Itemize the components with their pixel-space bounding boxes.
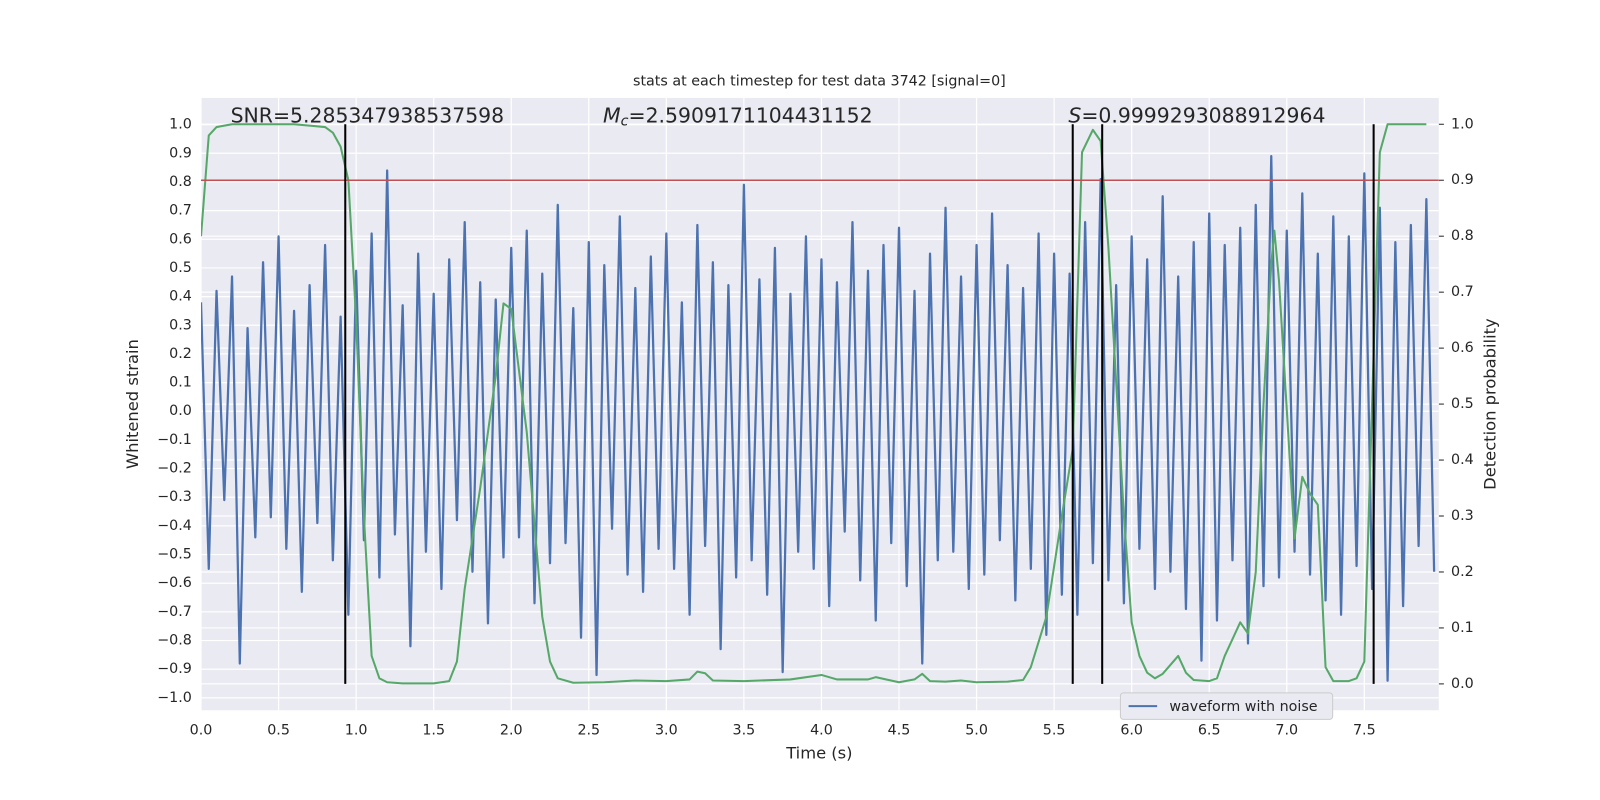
y-tick-label: −0.4	[157, 518, 192, 534]
y2-tick-label: 0.6	[1451, 340, 1474, 356]
y2-axis-label: Detection probability	[1480, 318, 1499, 490]
x-axis-label: Time (s)	[785, 744, 852, 763]
y-tick-label: 0.8	[169, 174, 192, 190]
y2-tick-label: 0.2	[1451, 564, 1474, 580]
x-tick-label: 1.0	[345, 723, 368, 739]
x-tick-label: 2.0	[500, 723, 523, 739]
y-tick-label: 0.2	[169, 346, 192, 362]
annotation-text: SNR=5.285347938537598	[231, 103, 505, 127]
legend-label: waveform with noise	[1169, 699, 1317, 715]
y-tick-label: −0.6	[157, 575, 192, 591]
x-tick-label: 5.5	[1043, 723, 1066, 739]
x-tick-label: 3.5	[733, 723, 756, 739]
y2-tick-label: 0.8	[1451, 228, 1474, 244]
x-tick-label: 4.0	[810, 723, 833, 739]
y2-tick-label: 1.0	[1451, 116, 1474, 132]
y-tick-label: 0.3	[169, 317, 192, 333]
x-tick-label: 0.5	[267, 723, 290, 739]
y2-tick-label: 0.4	[1451, 452, 1474, 468]
x-tick-label: 7.5	[1353, 723, 1376, 739]
y2-tick-label: 0.0	[1451, 676, 1474, 692]
annotation-text: =0.9999293088912964	[1081, 103, 1325, 127]
y-tick-label: 1.0	[169, 117, 192, 133]
annotation: SNR=5.285347938537598	[231, 103, 505, 127]
y-tick-label: −0.2	[157, 461, 192, 477]
chart-title: stats at each timestep for test data 374…	[633, 74, 1006, 90]
x-tick-label: 4.5	[888, 723, 911, 739]
lines	[201, 123, 1436, 685]
y-tick-label: 0.5	[169, 260, 192, 276]
x-tick-label: 3.0	[655, 723, 678, 739]
y-tick-label: 0.1	[169, 375, 192, 391]
y-tick-label: −1.0	[157, 690, 192, 706]
y2-tick-label: 0.3	[1451, 508, 1474, 524]
x-tick-label: 7.0	[1275, 723, 1298, 739]
y-tick-label: −0.8	[157, 633, 192, 649]
y-axis-label: Whitened strain	[123, 339, 142, 469]
x-tick-label: 6.0	[1120, 723, 1143, 739]
y2-tick-label: 0.1	[1451, 620, 1474, 636]
x-tick-label: 0.0	[190, 723, 213, 739]
y-tick-label: −0.1	[157, 432, 192, 448]
annotation-text: =2.5909171104431152	[628, 103, 872, 127]
x-tick-label: 2.5	[577, 723, 600, 739]
y-tick-label: 0.9	[169, 145, 192, 161]
waveform-line	[201, 155, 1436, 682]
y-tick-label: 0.4	[169, 289, 192, 305]
x-tick-label: 6.5	[1198, 723, 1221, 739]
y-tick-label: 0.6	[169, 231, 192, 247]
y2-tick-label: 0.5	[1451, 396, 1474, 412]
annotation-symbol: M	[603, 103, 621, 127]
x-tick-label: 1.5	[422, 723, 445, 739]
annotation: Mc=2.5909171104431152	[603, 103, 873, 129]
y-tick-label: −0.3	[157, 489, 192, 505]
y-tick-label: −0.7	[157, 604, 192, 620]
legend-box	[1119, 692, 1334, 720]
legend: waveform with noise	[1119, 692, 1334, 720]
annotation-subscript: c	[621, 113, 629, 129]
x-tick-label: 5.0	[965, 723, 988, 739]
y-tick-label: 0.7	[169, 203, 192, 219]
y-tick-label: 0.0	[169, 403, 192, 419]
annotation-symbol: S	[1068, 103, 1081, 127]
y-tick-label: −0.5	[157, 547, 192, 563]
annotation: S=0.9999293088912964	[1068, 103, 1325, 127]
y2-tick-label: 0.7	[1451, 284, 1474, 300]
probability-line	[201, 123, 1427, 685]
y-tick-label: −0.9	[157, 661, 192, 677]
y2-tick-label: 0.9	[1451, 172, 1474, 188]
